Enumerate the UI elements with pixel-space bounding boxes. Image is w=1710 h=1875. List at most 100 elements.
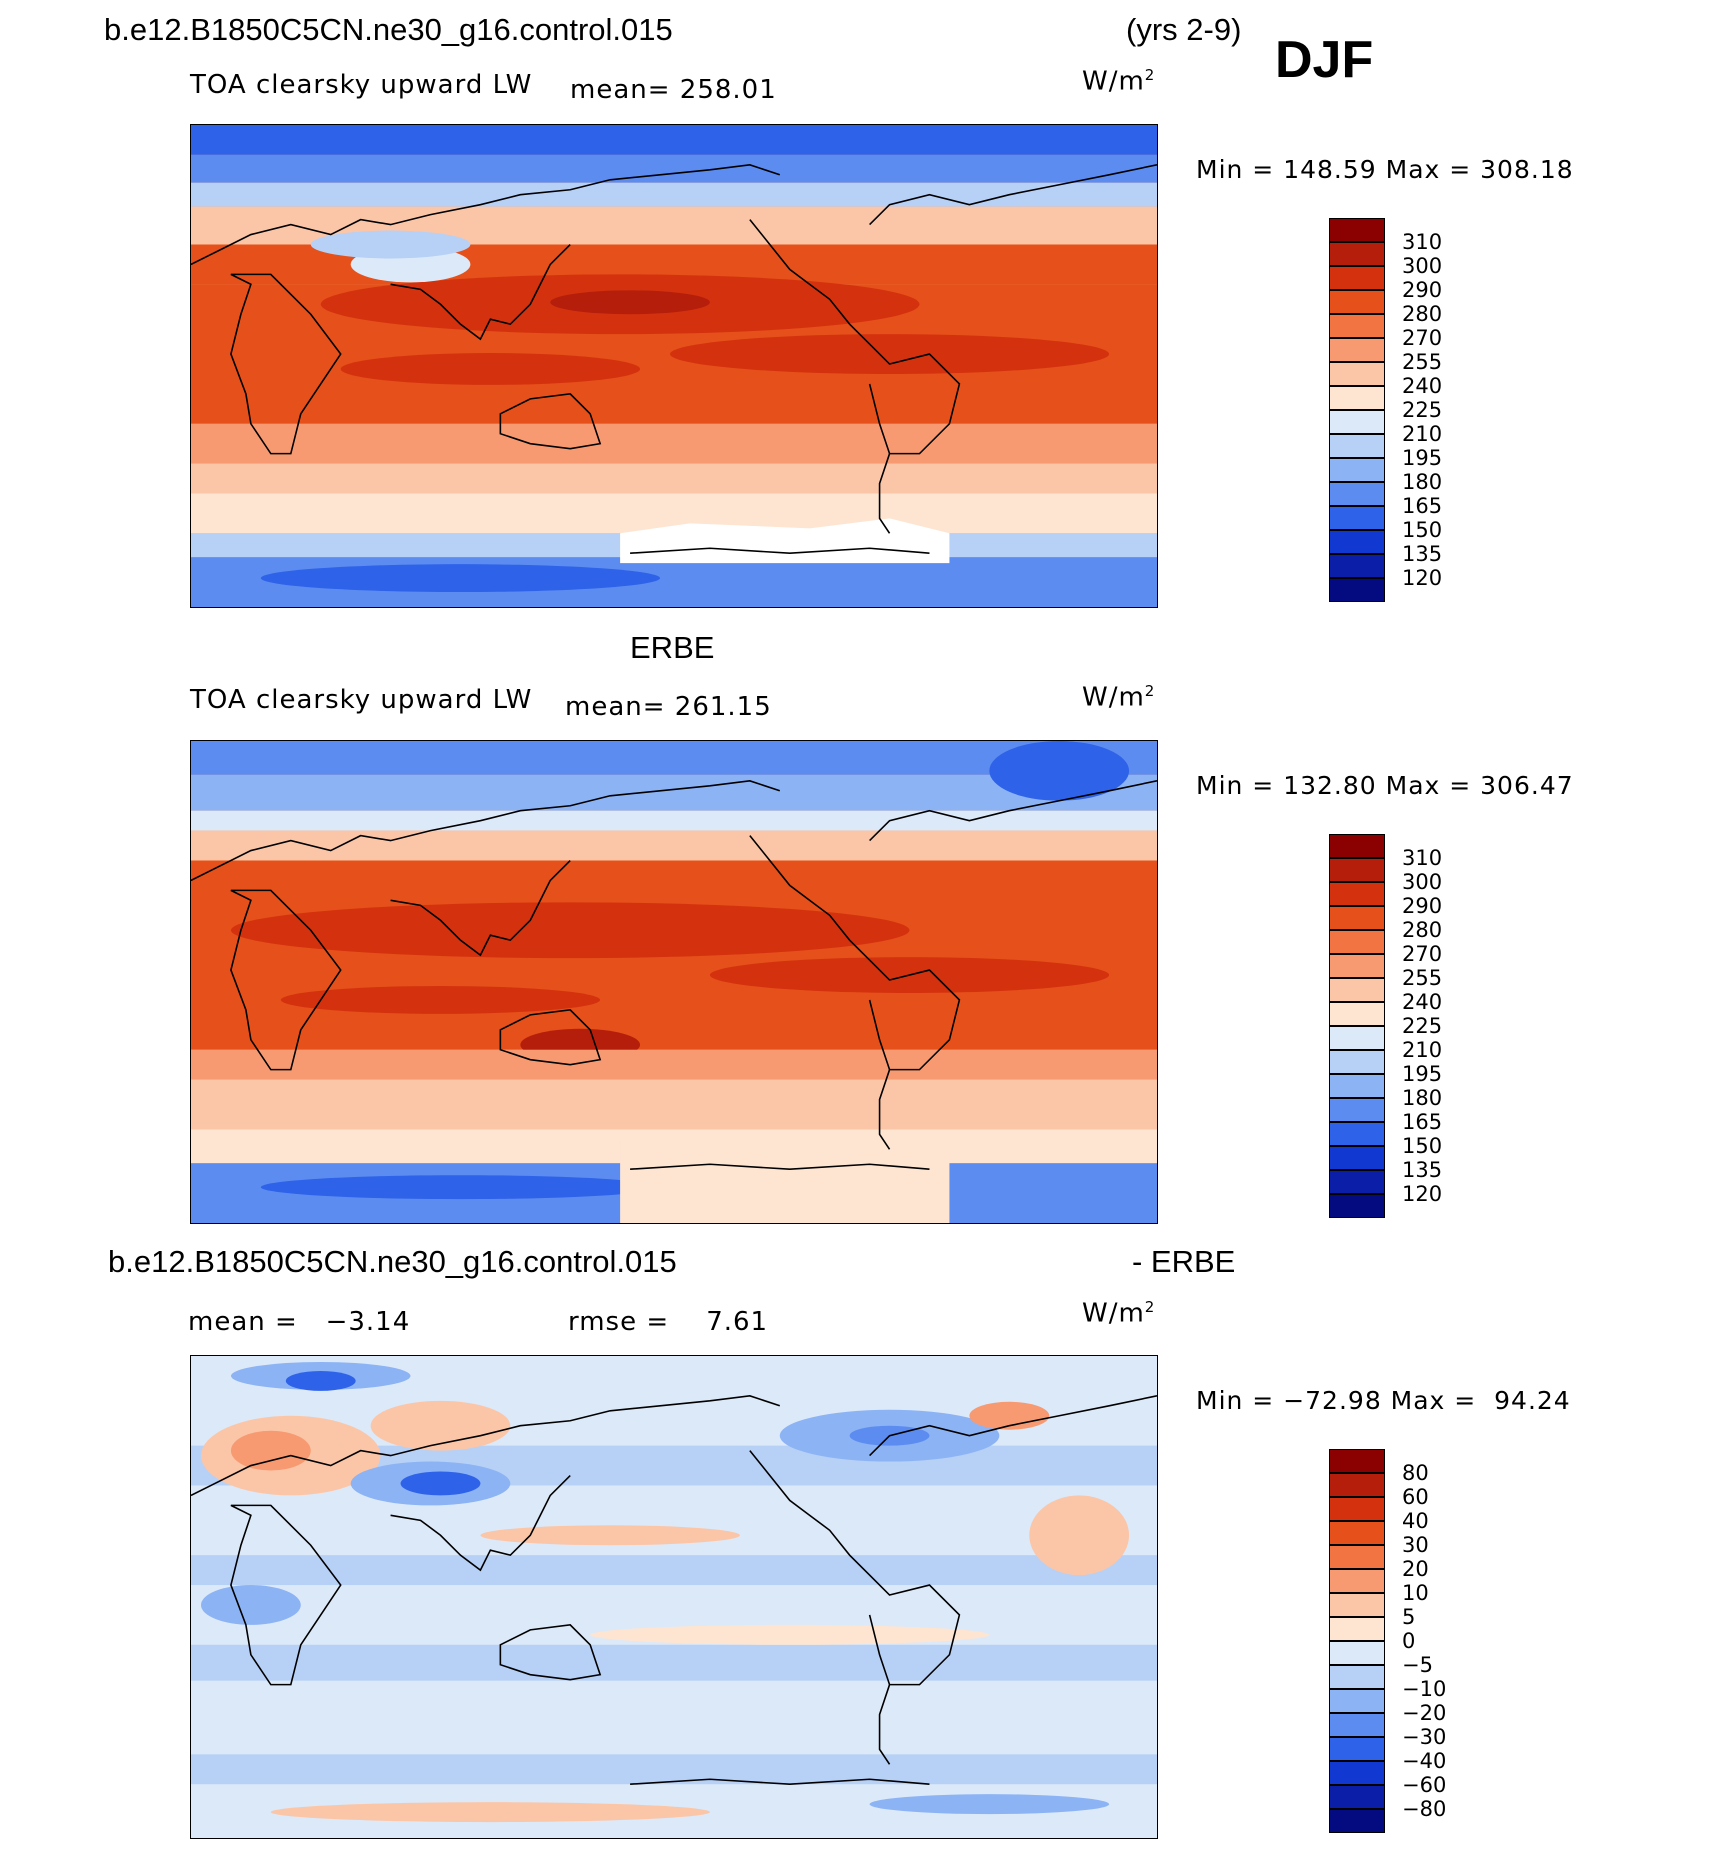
colorbar-swatch: [1329, 314, 1385, 338]
colorbar-swatch: [1329, 290, 1385, 314]
colorbar-label: 280: [1402, 302, 1443, 326]
colorbar-label: 135: [1402, 1158, 1443, 1182]
panel1-minmax: Min = 148.59 Max = 308.18: [1196, 155, 1574, 184]
panel1-field: [191, 125, 1157, 607]
colorbar-swatch: [1329, 930, 1385, 954]
colorbar-swatch: [1329, 1002, 1385, 1026]
colorbar-label: 80: [1402, 1461, 1429, 1485]
panel2-coastlines: [191, 780, 1157, 1171]
colorbar-label: 240: [1402, 990, 1443, 1014]
season-label: DJF: [1275, 31, 1374, 89]
colorbar-swatch: [1329, 1761, 1385, 1785]
panel1-units: W/m2: [1082, 66, 1156, 97]
colorbar-swatch: [1329, 458, 1385, 482]
colorbar-swatch: [1329, 1569, 1385, 1593]
colorbar-label: −20: [1402, 1701, 1447, 1725]
panel2-variable: TOA clearsky upward LW: [190, 685, 533, 715]
colorbar-label: 10: [1402, 1581, 1429, 1605]
colorbar-swatch: [1329, 978, 1385, 1002]
colorbar-swatch: [1329, 1593, 1385, 1617]
colorbar-label: −40: [1402, 1749, 1447, 1773]
colorbar-swatch: [1329, 1713, 1385, 1737]
colorbar-label: 30: [1402, 1533, 1429, 1557]
colorbar-label: 40: [1402, 1509, 1429, 1533]
colorbar-label: 280: [1402, 918, 1443, 942]
colorbar-swatch: [1329, 554, 1385, 578]
panel1-mean: mean= 258.01: [570, 75, 777, 105]
colorbar-label: −60: [1402, 1773, 1447, 1797]
colorbar-label: 180: [1402, 470, 1443, 494]
panel3-header-right: - ERBE: [1132, 1244, 1236, 1279]
colorbar-label: 210: [1402, 422, 1443, 446]
panel2-mean: mean= 261.15: [565, 692, 772, 722]
colorbar-label: 165: [1402, 1110, 1443, 1134]
colorbar-swatch: [1329, 1785, 1385, 1809]
colorbar-label: −5: [1402, 1653, 1433, 1677]
colorbar-label: 310: [1402, 846, 1443, 870]
colorbar-label: 135: [1402, 542, 1443, 566]
colorbar-swatch: [1329, 1122, 1385, 1146]
colorbar-swatch: [1329, 1545, 1385, 1569]
colorbar-label: 290: [1402, 894, 1443, 918]
colorbar-label: 270: [1402, 942, 1443, 966]
colorbar-label: 290: [1402, 278, 1443, 302]
colorbar-swatch: [1329, 858, 1385, 882]
colorbar-label: 120: [1402, 566, 1443, 590]
colorbar-label: 120: [1402, 1182, 1443, 1206]
colorbar-swatch: [1329, 1641, 1385, 1665]
colorbar-label: −10: [1402, 1677, 1447, 1701]
colorbar-swatch: [1329, 530, 1385, 554]
panel1-coastlines: [191, 164, 1157, 555]
colorbar-label: 300: [1402, 870, 1443, 894]
colorbar-swatch: [1329, 1497, 1385, 1521]
colorbar-swatch: [1329, 1737, 1385, 1761]
colorbar-swatch: [1329, 338, 1385, 362]
panel2-minmax: Min = 132.80 Max = 306.47: [1196, 771, 1574, 800]
colorbar-label: 195: [1402, 446, 1443, 470]
panel3-units: W/m2: [1082, 1298, 1156, 1329]
colorbar-swatch: [1329, 1809, 1385, 1833]
colorbar-swatch: [1329, 1074, 1385, 1098]
years-range: (yrs 2-9): [1126, 12, 1242, 47]
colorbar-label: 210: [1402, 1038, 1443, 1062]
colorbar-label: 5: [1402, 1605, 1416, 1629]
colorbar-swatch: [1329, 1617, 1385, 1641]
colorbar-label: 150: [1402, 1134, 1443, 1158]
colorbar-label: 225: [1402, 1014, 1443, 1038]
colorbar-label: 165: [1402, 494, 1443, 518]
colorbar-swatch: [1329, 218, 1385, 242]
colorbar-swatch: [1329, 266, 1385, 290]
panel2-field: [191, 741, 1157, 1223]
panel2-header: ERBE: [630, 630, 715, 665]
colorbar-label: 20: [1402, 1557, 1429, 1581]
colorbar-swatch: [1329, 1665, 1385, 1689]
colorbar-label: 150: [1402, 518, 1443, 542]
colorbar-label: 255: [1402, 966, 1443, 990]
case-title: b.e12.B1850C5CN.ne30_g16.control.015: [104, 12, 673, 47]
colorbar-swatch: [1329, 906, 1385, 930]
colorbar-swatch: [1329, 1194, 1385, 1218]
panel1-variable: TOA clearsky upward LW: [190, 70, 533, 100]
colorbar-label: 195: [1402, 1062, 1443, 1086]
colorbar-swatch: [1329, 434, 1385, 458]
colorbar-label: 0: [1402, 1629, 1416, 1653]
colorbar-label: −80: [1402, 1797, 1447, 1821]
colorbar-swatch: [1329, 1449, 1385, 1473]
colorbar-swatch: [1329, 1170, 1385, 1194]
colorbar-swatch: [1329, 482, 1385, 506]
colorbar-label: 240: [1402, 374, 1443, 398]
colorbar-swatch: [1329, 578, 1385, 602]
colorbar-label: 310: [1402, 230, 1443, 254]
colorbar-label: 270: [1402, 326, 1443, 350]
panel3-header: b.e12.B1850C5CN.ne30_g16.control.015: [108, 1244, 677, 1279]
colorbar-label: 180: [1402, 1086, 1443, 1110]
colorbar-label: −30: [1402, 1725, 1447, 1749]
colorbar-swatch: [1329, 1146, 1385, 1170]
panel3-field: [191, 1356, 1157, 1838]
colorbar-label: 60: [1402, 1485, 1429, 1509]
colorbar-swatch: [1329, 1689, 1385, 1713]
panel3-minmax: Min = −72.98 Max = 94.24: [1196, 1386, 1571, 1415]
colorbar-swatch: [1329, 362, 1385, 386]
panel2-units: W/m2: [1082, 682, 1156, 713]
colorbar-swatch: [1329, 410, 1385, 434]
